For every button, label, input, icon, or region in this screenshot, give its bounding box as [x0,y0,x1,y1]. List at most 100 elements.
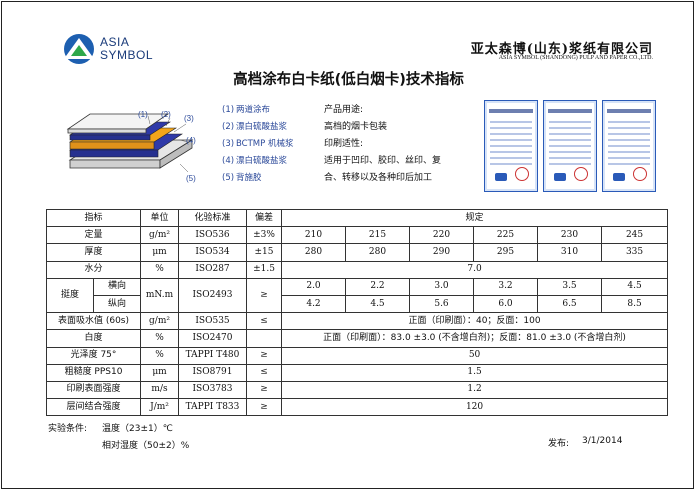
table-row: 定量 g/m² ISO536 ±3% 210 215 220 225 230 2… [45,226,669,245]
row-method: ISO287 [178,260,248,279]
value-cell: 8.5 [601,294,669,314]
value-cell: 正面（印刷面）：83.0 ±3.0 (不含增白剂)；反面：81.0 ±3.0 (… [281,329,669,348]
certificate-image [484,100,538,192]
row-method: ISO2470 [178,329,248,348]
value-cell: 335 [601,243,669,262]
row-label: 表面吸水值 (60s) [45,312,142,331]
logo-mark-icon [64,34,94,64]
row-unit: μm [140,243,180,262]
value-cell: 120 [281,398,669,417]
publish-label: 发布: [548,439,570,449]
row-unit: g/m² [140,226,180,245]
publish-date: 3/1/2014 [582,436,623,446]
layer-legend-item: (3) BCTMP 机械浆 [222,139,294,149]
row-method: ISO8791 [178,363,248,382]
row-tolerance: ≥ [246,398,283,417]
value-cell: 290 [409,243,475,262]
printability-heading: 印刷适性: [324,139,364,149]
header-spec: 规定 [281,208,669,228]
logo-text: ASIA SYMBOL [100,35,154,62]
row-method: ISO3783 [178,380,248,400]
company-name-cn: 亚太森博(山东)浆纸有限公司 [470,42,653,57]
value-cell: 4.5 [601,277,669,296]
row-unit: % [140,346,180,365]
test-humidity: 相对湿度（50±2）% [102,441,190,451]
layer-number-1: (1) [138,110,148,119]
layer-legend-item: (1) 两道涂布 [222,105,271,115]
row-label: 印刷表面强度 [45,380,142,400]
value-cell: 220 [409,226,475,245]
row-label: 白度 [45,329,142,348]
table-row: 粗糙度 PPS10 μm ISO8791 ≤ 1.5 [45,363,669,382]
paper-layers-icon [66,113,194,173]
row-unit: g/m² [140,312,180,331]
value-cell: 245 [601,226,669,245]
table-header-row: 指标 单位 化验标准 偏差 规定 [45,208,669,228]
row-unit: mN.m [140,277,180,314]
row-method: TAPPI T480 [178,346,248,365]
row-tolerance: ≥ [246,380,283,400]
row-tolerance: ≥ [246,346,283,365]
company-name-en: ASIA SYMBOL (SHANDONG) PULP AND PAPER CO… [498,55,653,61]
layer-number-2: (2) [161,110,171,119]
row-unit: J/m² [140,398,180,417]
value-cell: 3.2 [473,277,539,296]
layer-legend-item: (2) 漂白硫酸盐浆 [222,122,288,132]
value-cell: 210 [281,226,347,245]
asia-symbol-logo: ASIA SYMBOL [62,32,172,68]
product-usage: 产品用途: 高档的烟卡包装 印刷适性: 适用于凹印、胶印、丝印、复 合、转移以及… [324,102,441,187]
value-cell: 正面（印刷面）：40；反面：100 [281,312,669,331]
table-row: 印刷表面强度 m/s ISO3783 ≥ 1.2 [45,380,669,400]
layer-legend: (1) 两道涂布 (2) 漂白硫酸盐浆 (3) BCTMP 机械浆 (4) 漂白硫酸盐浆… [222,102,293,187]
value-cell: 5.6 [409,294,475,314]
row-tolerance: ±1.5 [246,260,283,279]
row-label: 粗糙度 PPS10 [45,363,142,382]
value-cell: 6.5 [537,294,603,314]
row-label: 挺度 [46,277,94,314]
test-temperature: 温度（23±1）℃ [102,424,173,434]
row-label: 光泽度 75° [45,346,142,365]
header-unit: 单位 [140,208,180,228]
value-cell: 3.5 [537,277,603,296]
value-cell: 280 [281,243,347,262]
row-method: TAPPI T833 [178,398,248,417]
usage-line: 合、转移以及各种印后加工 [324,173,433,183]
value-cell: 1.5 [281,363,669,382]
usage-line: 适用于凹印、胶印、丝印、复 [324,156,442,166]
row-unit: % [140,329,180,348]
layer-number-4: (4) [186,136,196,145]
header-method: 化验标准 [178,208,248,228]
value-cell: 6.0 [473,294,539,314]
value-cell: 50 [281,346,669,365]
table-row: 厚度 μm ISO534 ±15 280 280 290 295 310 335 [45,243,669,262]
table-row: 挺度 横向 mN.m ISO2493 ≥ 2.0 2.2 3.0 3.2 3.5… [46,277,669,314]
row-tolerance: ≤ [246,363,283,382]
row-tolerance [246,329,283,348]
value-cell: 4.5 [345,294,411,314]
value-cell: 230 [537,226,603,245]
value-cell: 215 [345,226,411,245]
value-cell: 3.0 [409,277,475,296]
spec-table: 指标 单位 化验标准 偏差 规定 定量 g/m² ISO536 ±3% 210 … [45,208,669,417]
table-row: 表面吸水值 (60s) g/m² ISO535 ≤ 正面（印刷面）：40；反面：… [45,312,669,331]
row-label: 层间结合强度 [45,398,142,417]
layer-number-5: (5) [186,174,196,183]
test-conditions-label: 实验条件: [48,424,88,434]
layer-number-3: (3) [184,114,194,123]
row-unit: m/s [140,380,180,400]
row-label: 厚度 [45,243,142,262]
certificate-image [543,100,597,192]
layer-legend-item: (5) 背施胶 [222,173,262,183]
value-cell: 2.0 [281,277,347,296]
table-row: 层间结合强度 J/m² TAPPI T833 ≥ 120 [45,398,669,417]
value-cell: 4.2 [281,294,347,314]
table-row: 纵向 4.2 4.5 5.6 6.0 6.5 8.5 [47,294,669,314]
row-label: 定量 [45,226,142,245]
row-tolerance: ±15 [246,243,283,262]
paper-layer-diagram: (1) (2) (3) (4) (5) [62,102,212,196]
row-sublabel: 纵向 [92,294,142,314]
row-sublabel: 横向 [92,277,142,296]
row-method: ISO2493 [178,277,248,314]
row-tolerance: ≤ [246,312,283,331]
